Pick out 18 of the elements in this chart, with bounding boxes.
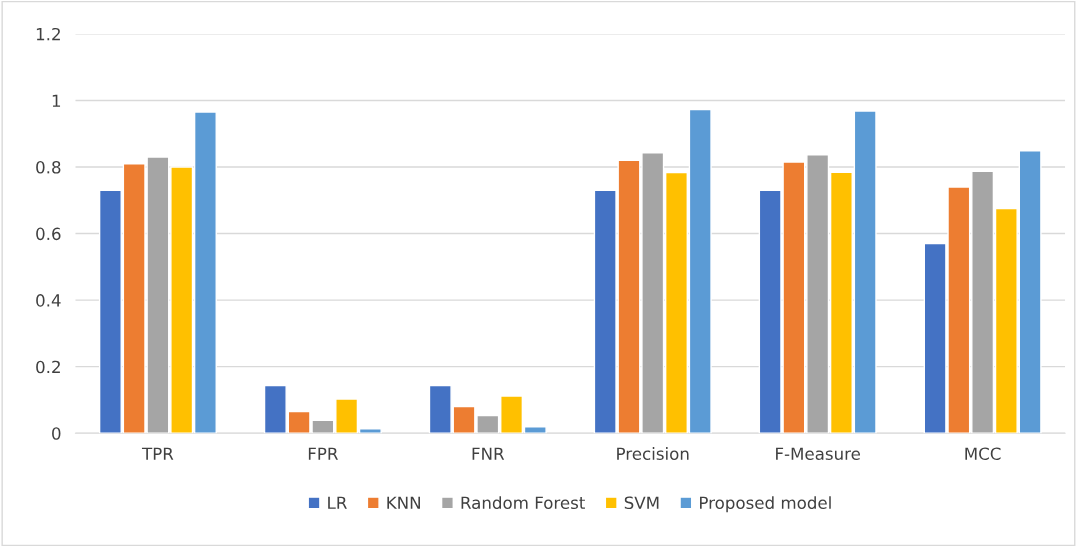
x-tick-label: FPR xyxy=(308,447,338,460)
x-tick-label: TPR xyxy=(141,447,174,460)
y-tick-label: 0.8 xyxy=(36,160,61,174)
x-tick-label: MCC xyxy=(965,447,1001,461)
legend-label: Proposed model xyxy=(700,496,831,513)
x-tick-label: Precision xyxy=(617,447,689,461)
x-tick-label: FNR xyxy=(472,447,505,460)
legend-label: LR xyxy=(328,496,347,509)
legend-label: Random Forest xyxy=(461,496,585,510)
y-tick-label: 0 xyxy=(52,427,61,440)
y-tick-label: 1.2 xyxy=(36,27,60,41)
legend-label: SVM xyxy=(624,496,659,510)
y-tick-label: 1 xyxy=(52,94,61,107)
legend-label: KNN xyxy=(387,496,420,509)
x-tick-label: F-Measure xyxy=(776,447,860,461)
y-tick-label: 0.4 xyxy=(36,294,61,307)
y-tick-label: 0.6 xyxy=(36,227,61,241)
y-tick-label: 0.2 xyxy=(36,360,60,374)
